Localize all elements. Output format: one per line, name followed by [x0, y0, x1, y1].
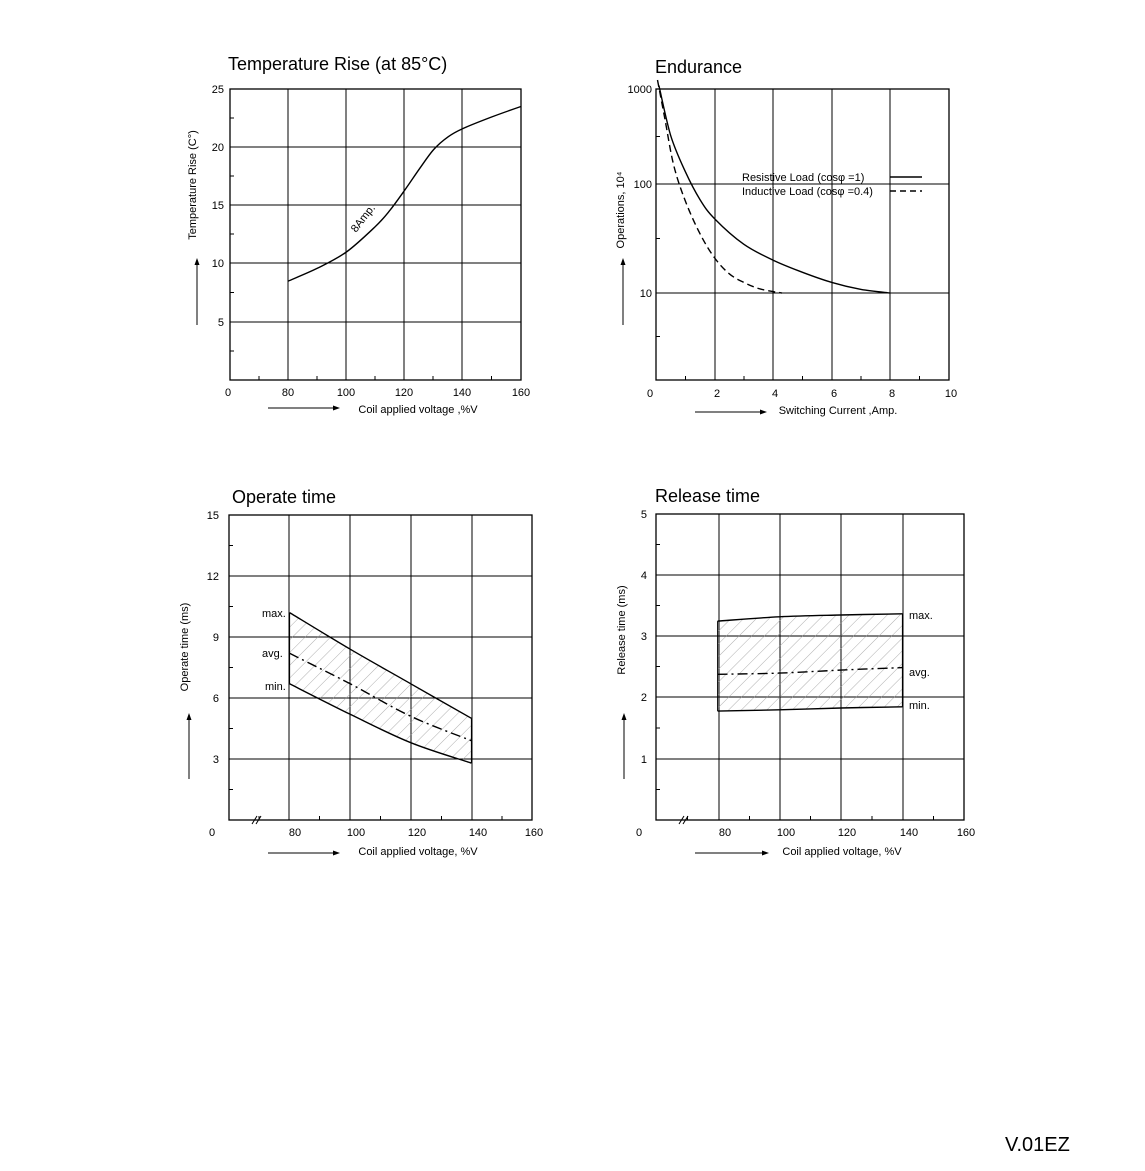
y-tick-label: 9	[213, 632, 219, 644]
axis-break-mark	[251, 815, 258, 825]
series-line-resistive-load-cos-1-	[658, 85, 891, 294]
y-tick-label: 6	[213, 693, 219, 705]
y-tick-label: 12	[207, 571, 219, 583]
y-tick-label: 1000	[628, 84, 652, 96]
y-tick-label: 5	[641, 509, 647, 521]
x-tick-label: 0	[647, 388, 653, 400]
x-axis-label: Coil applied voltage, %V	[782, 846, 902, 858]
y-axis-arrowhead	[620, 258, 626, 265]
x-tick-label: 120	[408, 827, 426, 839]
x-axis-label: Coil applied voltage, %V	[358, 846, 478, 858]
y-tick-label: 4	[641, 570, 647, 582]
y-axis-label: Temperature Rise (C°)	[187, 130, 199, 240]
legend-label: Resistive Load (cosφ =1)	[742, 172, 864, 184]
x-tick-label: 6	[831, 388, 837, 400]
x-tick-label: 10	[945, 388, 957, 400]
chart-operate: Operate time 0 80 100 120 140 160 15 12 9 6 3 Coil a…	[179, 487, 543, 858]
y-tick-label: 10	[640, 288, 652, 300]
y-axis-label: Operations, 10⁴	[615, 171, 627, 248]
y-tick-label: 15	[212, 200, 224, 212]
x-tick-label: 140	[469, 827, 487, 839]
series-line-min-	[289, 683, 472, 764]
axis-break-mark	[682, 815, 689, 825]
x-tick-label: 160	[957, 827, 975, 839]
plot-frame	[229, 88, 522, 381]
x-axis-arrowhead	[333, 850, 340, 856]
series-label: 8Amp.	[349, 202, 378, 234]
chart-title: Release time	[655, 486, 760, 506]
chart-title: Temperature Rise (at 85°C)	[228, 54, 447, 74]
x-tick-label: 100	[777, 827, 795, 839]
y-tick-label: 10	[212, 258, 224, 270]
y-axis-label: Operate time (ms)	[179, 603, 191, 692]
y-tick-label: 1	[641, 754, 647, 766]
x-tick-label: 80	[719, 827, 731, 839]
x-tick-label: 0	[209, 827, 215, 839]
x-tick-label: 140	[900, 827, 918, 839]
x-axis-arrowhead	[762, 850, 769, 856]
axis-break-mark	[255, 815, 262, 825]
chart-endurance: Endurance 0 2 4 6 8 10 1000 100 10 Switching Curre…	[615, 57, 957, 417]
x-tick-label: 4	[772, 388, 778, 400]
y-axis-arrowhead	[621, 713, 627, 720]
x-tick-label: 160	[512, 387, 530, 399]
shaded-band	[289, 612, 472, 764]
axis-break-mark	[678, 815, 685, 825]
chart-title: Endurance	[655, 57, 742, 77]
version-label: V.01EZ	[1005, 1134, 1070, 1156]
series-label: min.	[909, 700, 930, 712]
x-axis-label: Coil applied voltage ,%V	[358, 404, 478, 416]
series-line-max-	[717, 613, 903, 622]
x-tick-label: 120	[395, 387, 413, 399]
x-tick-label: 100	[337, 387, 355, 399]
y-axis-label: Release time (ms)	[616, 585, 628, 674]
series-label: min.	[265, 681, 286, 693]
x-axis-arrowhead	[760, 409, 767, 415]
series-label: max.	[909, 610, 933, 622]
series-label: max.	[262, 608, 286, 620]
x-axis-arrowhead	[333, 405, 340, 411]
y-axis-arrowhead	[194, 258, 200, 265]
x-tick-label: 80	[282, 387, 294, 399]
x-tick-label: 140	[453, 387, 471, 399]
chart-release: Release time 0 80 100 120 140 160 5 4 3 2 1 Coil app…	[616, 486, 975, 858]
y-axis-arrowhead	[186, 713, 192, 720]
series-line-inductive-load-cos-0-4-	[656, 79, 783, 294]
series-line-max-	[289, 612, 472, 719]
x-tick-label: 0	[636, 827, 642, 839]
y-tick-label: 100	[634, 179, 652, 191]
legend-label: Inductive Load (cosφ =0.4)	[742, 186, 873, 198]
chart-temp: Temperature Rise (at 85°C) 0 80 100 120 140 16…	[187, 54, 530, 416]
x-axis-label: Switching Current ,Amp.	[779, 405, 898, 417]
y-tick-label: 3	[213, 754, 219, 766]
y-tick-label: 3	[641, 631, 647, 643]
y-tick-label: 25	[212, 84, 224, 96]
series-label: avg.	[262, 648, 283, 660]
series-line-avg-	[289, 652, 472, 742]
x-tick-label: 120	[838, 827, 856, 839]
series-line-min-	[717, 706, 903, 712]
x-tick-label: 160	[525, 827, 543, 839]
x-tick-label: 2	[714, 388, 720, 400]
shaded-band	[717, 613, 903, 712]
series-line-avg-	[717, 666, 903, 675]
y-tick-label: 15	[207, 510, 219, 522]
x-tick-label: 8	[889, 388, 895, 400]
x-tick-label: 80	[289, 827, 301, 839]
chart-title: Operate time	[232, 487, 336, 507]
series-line-8amp-	[287, 105, 522, 282]
series-label: avg.	[909, 667, 930, 679]
y-tick-label: 5	[218, 317, 224, 329]
y-tick-label: 2	[641, 692, 647, 704]
y-tick-label: 20	[212, 142, 224, 154]
x-tick-label: 0	[225, 387, 231, 399]
x-tick-label: 100	[347, 827, 365, 839]
